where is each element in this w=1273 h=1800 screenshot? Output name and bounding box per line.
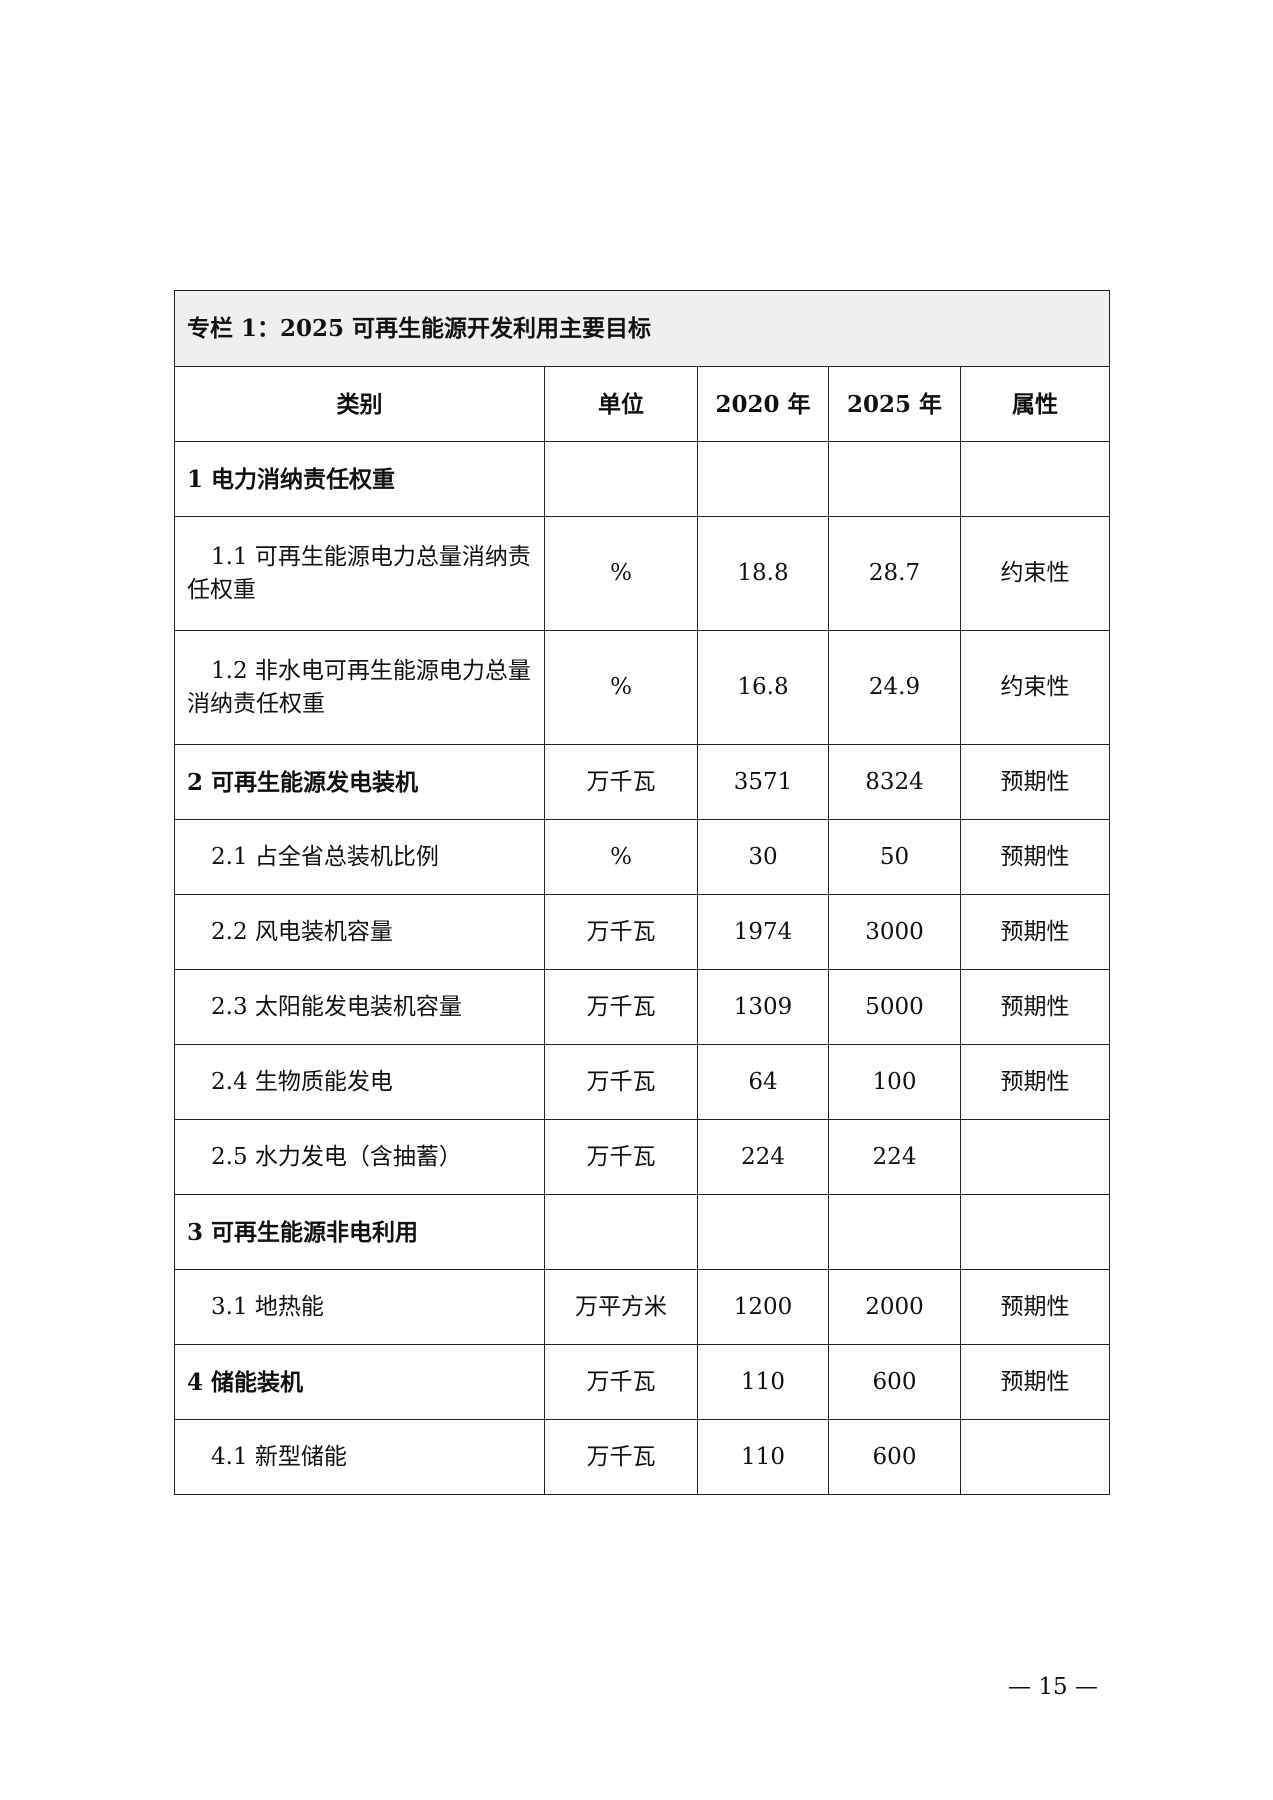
- table-row: 3 可再生能源非电利用: [174, 1194, 1111, 1270]
- unit-cell: [544, 1194, 698, 1270]
- value-2025-cell: 24.9: [828, 630, 961, 745]
- table-row: 1.2 非水电可再生能源电力总量消纳责任权重% 16.8 24.9 约束性: [174, 630, 1111, 745]
- attribute-cell: [959, 1419, 1111, 1495]
- value-2020-cell: 16.8: [697, 630, 829, 745]
- value-2025-cell: 600: [828, 1419, 961, 1495]
- value-2025-cell: 100: [828, 1044, 961, 1120]
- value-2025-cell: 28.7: [828, 516, 961, 631]
- value-2020-cell: 3571: [697, 744, 829, 820]
- value-2020-cell: 110: [697, 1344, 829, 1420]
- value-2020-cell: [697, 1194, 829, 1270]
- unit-cell: 万平方米: [544, 1269, 698, 1345]
- table-row: 2.3 太阳能发电装机容量 万千瓦 1309 5000 预期性: [174, 969, 1111, 1045]
- header-2025: 2025 年: [828, 366, 961, 442]
- category-cell: 2 可再生能源发电装机: [174, 744, 545, 820]
- unit-cell: %: [544, 819, 698, 895]
- attribute-cell: 预期性: [959, 744, 1111, 820]
- value-2025-cell: 2000: [828, 1269, 961, 1345]
- unit-cell: 万千瓦: [544, 1419, 698, 1495]
- category-cell: 1.2 非水电可再生能源电力总量消纳责任权重: [174, 630, 545, 745]
- attribute-cell: 预期性: [959, 1044, 1111, 1120]
- unit-cell: 万千瓦: [544, 894, 698, 970]
- value-2025-cell: 3000: [828, 894, 961, 970]
- header-2020: 2020 年: [697, 366, 829, 442]
- attribute-cell: [959, 1194, 1111, 1270]
- targets-table: 专栏 1：2025 可再生能源开发利用主要目标 类别 单位 2020 年 202…: [173, 290, 1111, 1495]
- category-cell: 3 可再生能源非电利用: [174, 1194, 545, 1270]
- category-cell: 2.5 水力发电（含抽蓄）: [174, 1119, 545, 1195]
- category-cell: 4 储能装机: [174, 1344, 545, 1420]
- table-row: 2.4 生物质能发电 万千瓦 64 100 预期性: [174, 1044, 1111, 1120]
- value-2020-cell: 30: [697, 819, 829, 895]
- header-attribute: 属性: [959, 366, 1111, 442]
- value-2020-cell: 1309: [697, 969, 829, 1045]
- unit-cell: 万千瓦: [544, 1344, 698, 1420]
- category-cell: 2.3 太阳能发电装机容量: [174, 969, 545, 1045]
- value-2025-cell: [828, 441, 961, 517]
- attribute-cell: 约束性: [959, 630, 1111, 745]
- category-cell: 4.1 新型储能: [174, 1419, 545, 1495]
- value-2025-cell: 5000: [828, 969, 961, 1045]
- attribute-cell: [959, 441, 1111, 517]
- attribute-cell: 预期性: [959, 819, 1111, 895]
- value-2020-cell: [697, 441, 829, 517]
- table-row: 1 电力消纳责任权重: [174, 441, 1111, 517]
- value-2020-cell: 224: [697, 1119, 829, 1195]
- value-2025-cell: 50: [828, 819, 961, 895]
- unit-cell: 万千瓦: [544, 1044, 698, 1120]
- value-2025-cell: 224: [828, 1119, 961, 1195]
- table-row: 4.1 新型储能 万千瓦 110 600: [174, 1419, 1111, 1495]
- value-2020-cell: 1974: [697, 894, 829, 970]
- attribute-cell: 预期性: [959, 894, 1111, 970]
- value-2020-cell: 110: [697, 1419, 829, 1495]
- header-category: 类别: [174, 366, 545, 442]
- category-cell: 3.1 地热能: [174, 1269, 545, 1345]
- category-cell: 1.1 可再生能源电力总量消纳责任权重: [174, 516, 545, 631]
- unit-cell: 万千瓦: [544, 744, 698, 820]
- category-cell: 2.4 生物质能发电: [174, 1044, 545, 1120]
- table-row: 2.5 水力发电（含抽蓄） 万千瓦 224 224: [174, 1119, 1111, 1195]
- table-header-row: 类别 单位 2020 年 2025 年 属性: [174, 366, 1111, 442]
- value-2020-cell: 64: [697, 1044, 829, 1120]
- table-row: 3.1 地热能 万平方米 1200 2000 预期性: [174, 1269, 1111, 1345]
- value-2025-cell: 8324: [828, 744, 961, 820]
- attribute-cell: 预期性: [959, 969, 1111, 1045]
- attribute-cell: [959, 1119, 1111, 1195]
- unit-cell: %: [544, 630, 698, 745]
- table-row: 2.2 风电装机容量 万千瓦 1974 3000 预期性: [174, 894, 1111, 970]
- value-2025-cell: 600: [828, 1344, 961, 1420]
- table-title-row: 专栏 1：2025 可再生能源开发利用主要目标: [173, 290, 1111, 367]
- unit-cell: 万千瓦: [544, 1119, 698, 1195]
- value-2025-cell: [828, 1194, 961, 1270]
- category-cell: 1 电力消纳责任权重: [174, 441, 545, 517]
- category-cell: 2.1 占全省总装机比例: [174, 819, 545, 895]
- page-number: — 15 —: [1008, 1674, 1098, 1700]
- unit-cell: [544, 441, 698, 517]
- table-row: 2 可再生能源发电装机 万千瓦 3571 8324 预期性: [174, 744, 1111, 820]
- category-cell: 2.2 风电装机容量: [174, 894, 545, 970]
- table-title: 专栏 1：2025 可再生能源开发利用主要目标: [173, 290, 1111, 367]
- attribute-cell: 预期性: [959, 1344, 1111, 1420]
- unit-cell: 万千瓦: [544, 969, 698, 1045]
- table-row: 1.1 可再生能源电力总量消纳责任权重% 18.8 28.7 约束性: [174, 516, 1111, 631]
- value-2020-cell: 1200: [697, 1269, 829, 1345]
- attribute-cell: 约束性: [959, 516, 1111, 631]
- header-unit: 单位: [544, 366, 698, 442]
- table-row: 4 储能装机 万千瓦 110 600 预期性: [174, 1344, 1111, 1420]
- value-2020-cell: 18.8: [697, 516, 829, 631]
- table-row: 2.1 占全省总装机比例% 30 50 预期性: [174, 819, 1111, 895]
- unit-cell: %: [544, 516, 698, 631]
- attribute-cell: 预期性: [959, 1269, 1111, 1345]
